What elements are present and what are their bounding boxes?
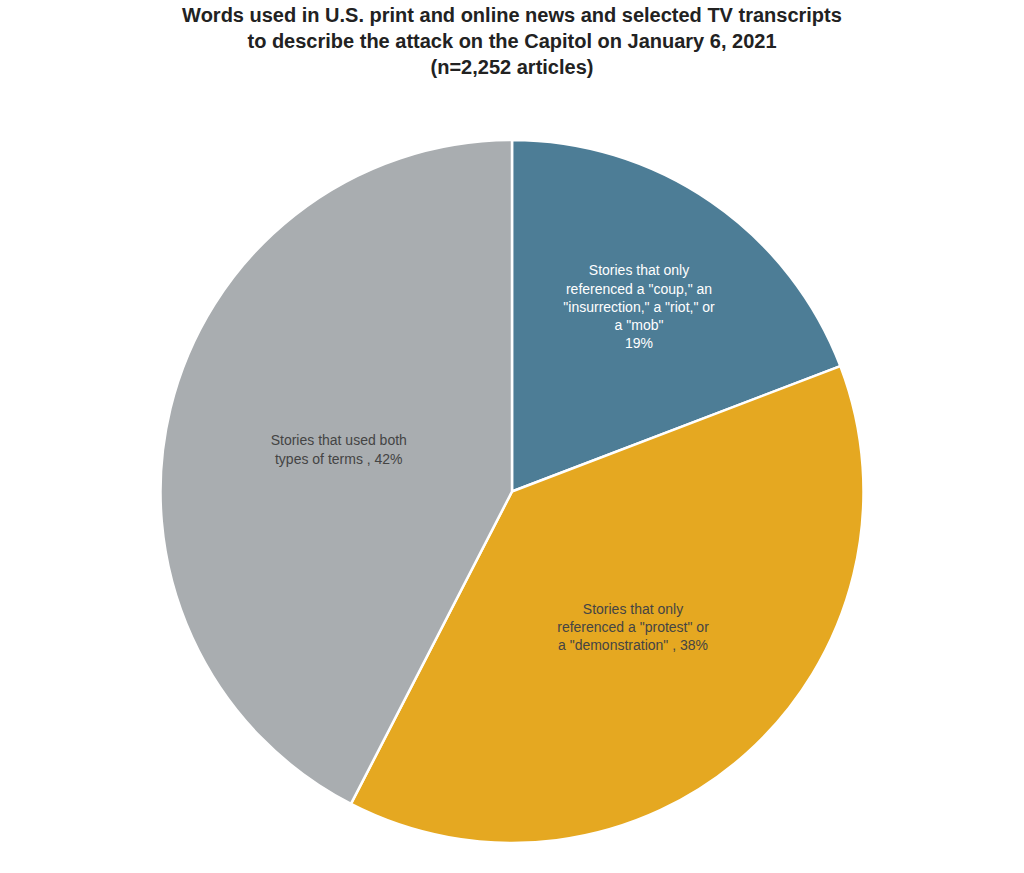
svg-text:Words used in U.S. print and o: Words used in U.S. print and online news… bbox=[182, 4, 842, 78]
svg-text:Stories that onlyreferenced a: Stories that onlyreferenced a "protest" … bbox=[557, 601, 709, 653]
svg-text:Stories that used bothtypes of: Stories that used bothtypes of terms , 4… bbox=[271, 432, 407, 466]
svg-text:Stories that onlyreferenced a: Stories that onlyreferenced a "coup," an… bbox=[563, 262, 715, 351]
